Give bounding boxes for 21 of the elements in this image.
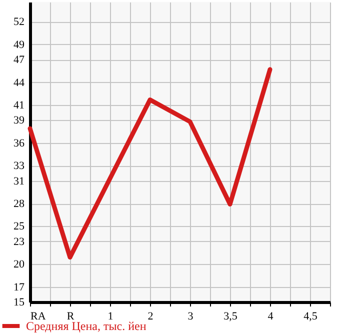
x-tick-label: 3 <box>188 310 194 322</box>
x-tick-label: 2 <box>148 310 154 322</box>
y-tick-label: 25 <box>14 220 25 233</box>
y-tick-label: 31 <box>14 175 24 188</box>
x-tick-label: 4,5 <box>304 310 318 322</box>
y-tick-label: 17 <box>14 281 25 294</box>
y-tick-label: 49 <box>14 38 25 51</box>
y-tick-label: 36 <box>14 137 25 150</box>
line-series <box>28 67 272 260</box>
y-tick-label: 47 <box>14 54 25 66</box>
x-tick-label: 3,5 <box>224 310 238 322</box>
y-tick-label: 39 <box>14 114 25 127</box>
y-tick-label: 52 <box>14 16 24 28</box>
y-tick-label: 28 <box>14 198 25 210</box>
y-tick-label: 44 <box>14 76 25 89</box>
y-tick-label: 20 <box>14 258 25 271</box>
x-tick-label: 4 <box>268 310 274 322</box>
y-tick-label: 15 <box>14 296 25 308</box>
y-tick-label: 33 <box>14 160 25 172</box>
y-tick-label: 23 <box>14 236 25 248</box>
y-tick-label: 41 <box>14 100 24 112</box>
